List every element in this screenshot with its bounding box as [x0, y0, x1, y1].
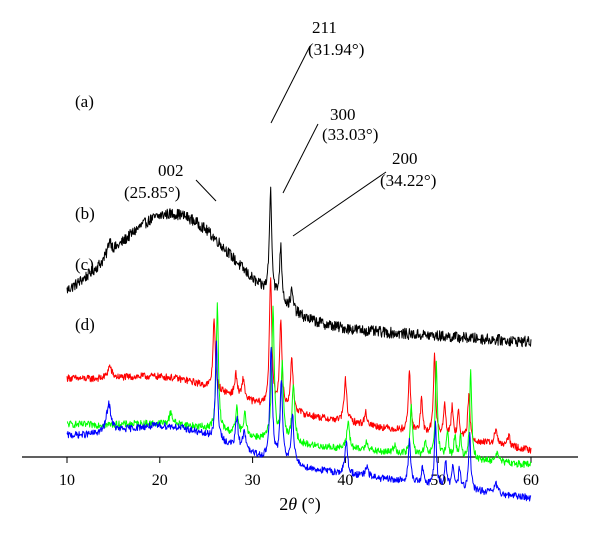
x-tick-label: 40 [337, 472, 353, 489]
x-ticks: 10 20 30 40 50 60 [59, 457, 539, 489]
x-tick-label: 50 [430, 472, 446, 489]
series-line-b [66, 277, 532, 454]
annotation-300: 300 (33.03°) [282, 105, 378, 194]
x-tick-label: 20 [152, 472, 168, 489]
x-tick-label: 30 [245, 472, 261, 489]
annotation-300-leader [282, 123, 319, 194]
annotation-211-leader [270, 45, 311, 124]
annotation-211: 211 (31.94°) [270, 18, 364, 124]
annotation-200-plane: 200 [392, 149, 418, 168]
annotation-211-plane: 211 [312, 18, 337, 37]
annotation-002-angle: (25.85°) [124, 183, 180, 202]
x-axis-title-prefix: 2 [279, 494, 288, 514]
trace-label-b: (b) [75, 204, 95, 223]
traces [66, 186, 532, 502]
series-line-d [66, 340, 532, 502]
annotation-200: 200 (34.22°) [292, 149, 436, 237]
annotation-002: 002 (25.85°) [124, 161, 217, 202]
x-axis-title-symbol: θ [288, 494, 297, 514]
annotation-200-leader [292, 171, 387, 237]
x-tick-label: 10 [59, 472, 75, 489]
series-line-c [66, 302, 532, 468]
x-axis-title: 2θ (°) [279, 494, 321, 515]
annotation-300-angle: (33.03°) [322, 125, 378, 144]
annotation-200-angle: (34.22°) [380, 171, 436, 190]
trace-label-d: (d) [75, 315, 95, 334]
trace-label-a: (a) [75, 92, 94, 111]
annotation-211-angle: (31.94°) [308, 40, 364, 59]
annotation-002-leader [195, 179, 217, 202]
series-line-a [66, 186, 532, 348]
x-tick-label: 60 [523, 472, 539, 489]
annotation-300-plane: 300 [330, 105, 356, 124]
trace-label-c: (c) [75, 255, 94, 274]
x-axis-title-unit: (°) [297, 494, 321, 515]
annotation-002-plane: 002 [158, 161, 184, 180]
